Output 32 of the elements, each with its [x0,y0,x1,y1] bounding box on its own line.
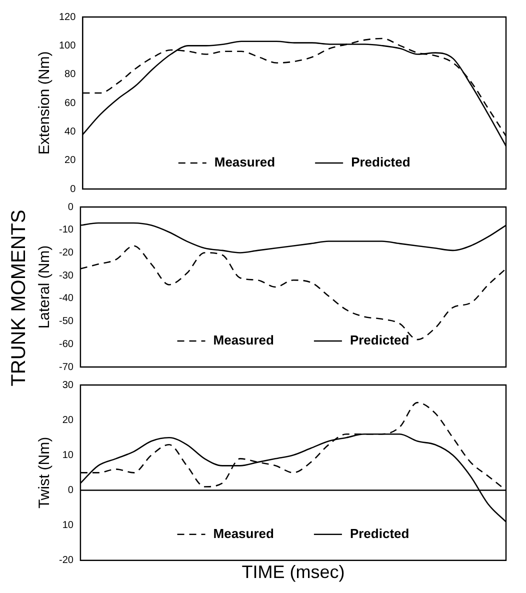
y-tick-label: -40 [59,293,74,304]
y-tick-label: 40 [64,126,76,138]
y-tick-label: -50 [59,316,74,328]
y-axis-title: Twist (Nm) [36,436,54,509]
y-tick-label: 120 [58,12,76,23]
y-tick-label: -20 [59,555,74,566]
y-tick-label: 10 [62,450,74,461]
y-tick-label: -30 [59,270,74,282]
legend-label: Predicted [351,154,410,170]
legend-label: Predicted [350,332,410,348]
y-tick-label: 0 [68,484,74,496]
legend-label: Measured [213,526,274,541]
y-axis-title: Lateral (Nm) [36,245,54,329]
y-tick-label: 20 [64,155,76,166]
y-tick-label: -20 [59,247,74,258]
y-tick-label: -60 [59,338,74,350]
x-axis-title: TIME (msec) [242,562,345,582]
legend-label: Predicted [350,526,410,541]
y-tick-label: 30 [62,380,74,391]
y-tick-label: 60 [64,98,76,109]
y-tick-label: -10 [59,224,74,236]
y-tick-label: 0 [68,202,74,213]
y-tick-label: 20 [62,414,74,426]
text: TRUNK MOMENTS [8,210,31,386]
y-tick-label: 100 [58,40,76,52]
y-tick-label: 0 [70,184,76,195]
y-tick-label: 10 [62,520,74,532]
y-axis-title: Extension (Nm) [36,51,54,155]
y-tick-label: -70 [59,362,74,373]
legend-label: Measured [213,332,274,348]
legend-label: Measured [214,154,276,170]
y-tick-label: 80 [64,69,76,80]
